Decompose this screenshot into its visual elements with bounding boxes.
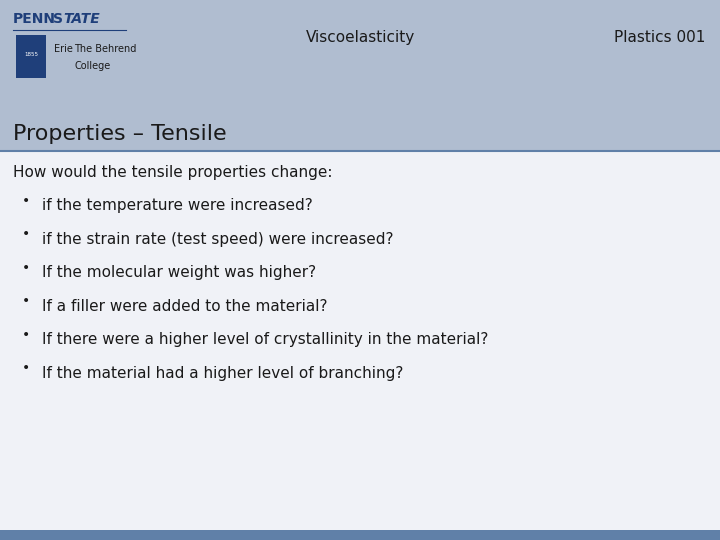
- Text: If the molecular weight was higher?: If the molecular weight was higher?: [42, 265, 316, 280]
- Text: Erie: Erie: [54, 44, 73, 53]
- FancyBboxPatch shape: [16, 35, 46, 78]
- Bar: [0, 0, 720, 116]
- Text: Properties – Tensile: Properties – Tensile: [13, 124, 227, 144]
- Bar: [0, 116, 720, 151]
- Text: •: •: [22, 361, 30, 375]
- Text: •: •: [22, 227, 30, 241]
- Text: PENN: PENN: [13, 12, 56, 26]
- Text: The Behrend: The Behrend: [74, 44, 137, 53]
- Text: College: College: [74, 61, 110, 71]
- Text: TATE: TATE: [63, 12, 100, 26]
- Text: •: •: [22, 328, 30, 342]
- Text: How would the tensile properties change:: How would the tensile properties change:: [13, 165, 333, 180]
- Text: S: S: [53, 12, 63, 26]
- Text: •: •: [22, 194, 30, 208]
- Text: Plastics 001: Plastics 001: [614, 30, 706, 45]
- Text: if the strain rate (test speed) were increased?: if the strain rate (test speed) were inc…: [42, 232, 393, 247]
- Text: If a filler were added to the material?: If a filler were added to the material?: [42, 299, 328, 314]
- Text: if the temperature were increased?: if the temperature were increased?: [42, 198, 312, 213]
- Text: •: •: [22, 261, 30, 275]
- Text: If there were a higher level of crystallinity in the material?: If there were a higher level of crystall…: [42, 332, 488, 347]
- Text: If the material had a higher level of branching?: If the material had a higher level of br…: [42, 366, 403, 381]
- Text: 1855: 1855: [24, 52, 38, 57]
- Text: •: •: [22, 294, 30, 308]
- Text: Viscoelasticity: Viscoelasticity: [305, 30, 415, 45]
- Bar: [0, 530, 720, 540]
